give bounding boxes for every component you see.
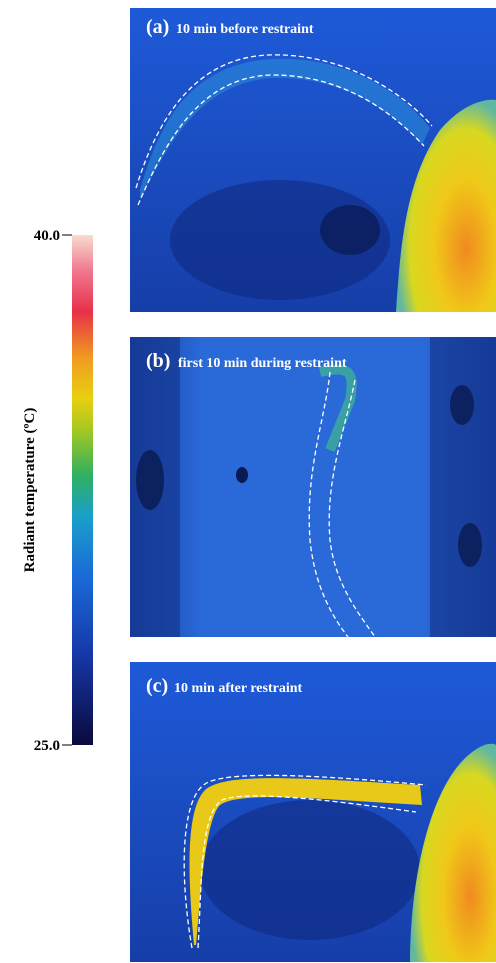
panel-label: (a) <box>146 16 169 38</box>
panel-b: (b) first 10 min during restraint <box>130 337 496 637</box>
figure: Radiant temperature (ºC) 40.0 25.0 (a) 10… <box>0 0 496 963</box>
panel-caption: 10 min after restraint <box>174 681 303 696</box>
panel-caption: 10 min before restraint <box>176 22 314 37</box>
panel-caption: first 10 min during restraint <box>178 356 347 371</box>
colorbar-ticks: 40.0 25.0 <box>34 228 72 754</box>
tick-label: 25.0 <box>34 738 60 754</box>
panel-label: (c) <box>146 675 168 697</box>
panel-c: (c) 10 min after restraint <box>130 662 496 962</box>
colorbar <box>72 235 93 745</box>
colorbar-title: Radiant temperature (ºC) <box>22 408 38 573</box>
panel-a: (a) 10 min before restraint <box>130 8 496 312</box>
panel-label: (b) <box>146 350 170 372</box>
tick-label: 40.0 <box>34 228 60 244</box>
